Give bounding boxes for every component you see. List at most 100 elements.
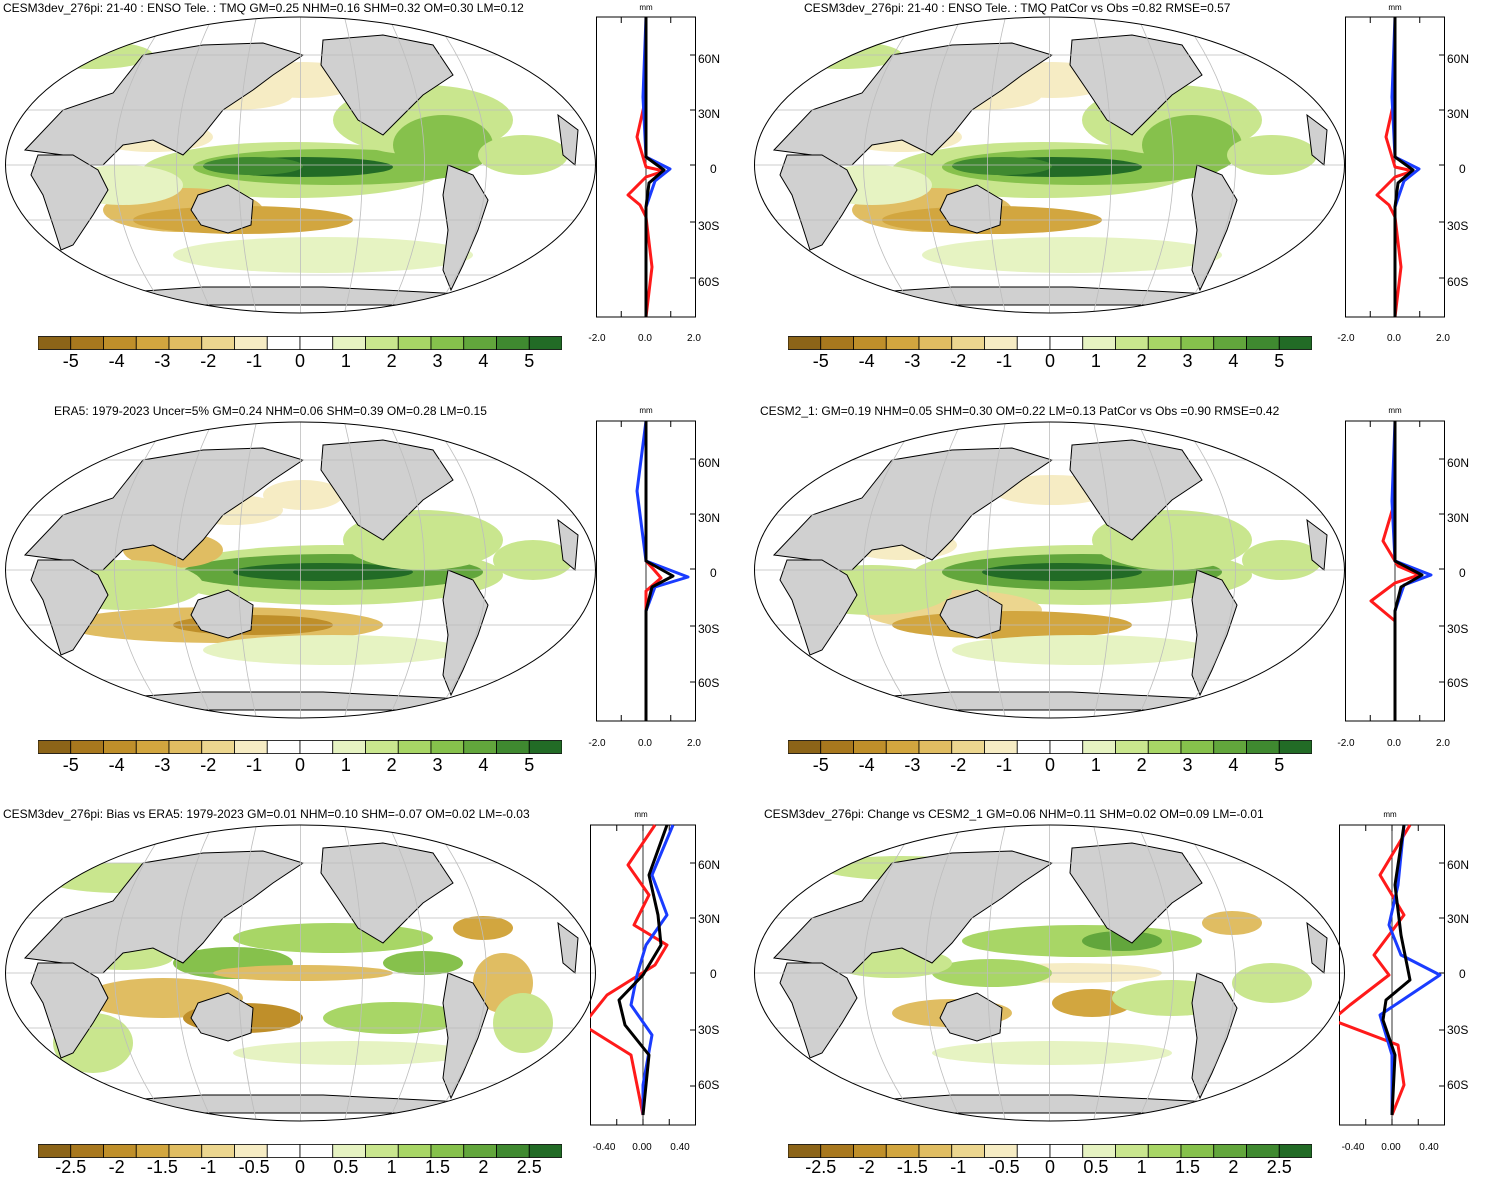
- profile-x-mid: 0.00: [1381, 1142, 1401, 1153]
- graticule-meridian: [238, 422, 257, 718]
- colorbar-tick-label: 1: [386, 1157, 397, 1177]
- colorbar-tick-label: -4: [108, 755, 125, 775]
- colorbar-swatch: [1049, 740, 1084, 754]
- profile-x-mid: 0.0: [638, 333, 652, 344]
- map-change: [754, 824, 1345, 1122]
- colorbar-swatch: [951, 1144, 985, 1158]
- profile-lat-30n: 30N: [698, 511, 721, 525]
- map-model: [5, 16, 596, 314]
- graticule-meridian: [863, 825, 918, 1121]
- land-mass: [1191, 569, 1238, 697]
- map-model-patcor: [754, 16, 1345, 314]
- colorbar-swatch: [1016, 740, 1051, 754]
- colorbar-swatch: [1115, 740, 1149, 754]
- colorbar-swatch: [397, 740, 432, 754]
- profile-line-black: [1393, 421, 1424, 721]
- colorbar-tick-label: -5: [62, 755, 79, 775]
- colorbar-labels-model: -5 -4 -3 -2 -1 0 1 2 3 4 5: [38, 351, 562, 375]
- graticule-meridian: [1093, 17, 1112, 313]
- zonal-profile-bias: [590, 824, 696, 1126]
- profile-lat-30n: 30N: [1447, 511, 1470, 525]
- colorbar-labels-model-patcor: -5 -4 -3 -2 -1 0 1 2 3 4 5: [788, 351, 1312, 375]
- profile-x-mid: 0.0: [1387, 738, 1401, 749]
- panel-title-bias: CESM3dev_276pi: Bias vs ERA5: 1979-2023 …: [3, 807, 530, 821]
- colorbar-tick-label: -1.5: [146, 1157, 178, 1177]
- colorbar-swatch: [885, 336, 920, 350]
- map-border: [5, 16, 596, 314]
- colorbar-swatch: [299, 740, 334, 754]
- colorbar-model: [38, 336, 562, 350]
- colorbar-swatch: [234, 740, 268, 754]
- field-anomaly-region: [383, 951, 463, 975]
- map-border: [5, 824, 596, 1122]
- colorbar-tick-label: 2: [386, 351, 397, 371]
- field-anomaly-region: [233, 923, 433, 953]
- zonal-profile-change: [1339, 824, 1445, 1126]
- profile-lat-0: 0: [1459, 967, 1466, 981]
- colorbar-tick-label: 5: [1274, 755, 1285, 775]
- colorbar-swatch: [496, 740, 530, 754]
- colorbar-tick-label: 2.5: [516, 1157, 542, 1177]
- map-border: [5, 421, 596, 719]
- profile-line-blue: [629, 824, 675, 1115]
- colorbar-model-patcor: [788, 336, 1312, 350]
- colorbar-tick-label: -1: [996, 755, 1013, 775]
- colorbar-tick-label: -2: [200, 351, 217, 371]
- profile-lat-60s: 60S: [698, 275, 720, 289]
- colorbar-swatch: [266, 336, 301, 350]
- graticule-meridian: [388, 422, 425, 718]
- colorbar-swatch: [299, 336, 334, 350]
- profile-lat-60n: 60N: [698, 858, 721, 872]
- colorbar-labels-change: -2.5 -2 -1.5 -1 -0.5 0 0.5 1 1.5 2 2.5: [788, 1157, 1312, 1181]
- map-border: [754, 16, 1345, 314]
- graticule-meridian: [925, 17, 962, 313]
- profile-lat-0: 0: [710, 162, 717, 176]
- colorbar-tick-label: -2.5: [55, 1157, 87, 1177]
- colorbar-swatch: [1213, 336, 1247, 350]
- colorbar-swatch: [201, 336, 235, 350]
- profile-lat-30s: 30S: [698, 1023, 720, 1037]
- colorbar-tick-label: -4: [858, 351, 875, 371]
- colorbar-swatch: [820, 1144, 854, 1158]
- graticule-meridian: [432, 825, 487, 1121]
- colorbar-tick-label: -1.5: [896, 1157, 928, 1177]
- colorbar-swatch: [1147, 1144, 1182, 1158]
- profile-unit-model-patcor: mm: [1388, 3, 1402, 12]
- profile-x-mid: 0.0: [1387, 333, 1401, 344]
- colorbar-swatch: [266, 740, 301, 754]
- land-mass: [939, 589, 1003, 639]
- colorbar-tick-label: 0: [294, 1157, 306, 1177]
- land-mass: [442, 972, 489, 1100]
- field-anomaly-region: [1052, 989, 1132, 1017]
- colorbar-tick-label: -3: [904, 351, 921, 371]
- colorbar-tick-label: -1: [996, 351, 1013, 371]
- profile-x-max: 2.0: [1436, 738, 1450, 749]
- field-anomaly-region: [233, 563, 413, 581]
- graticule-meridian: [1181, 17, 1236, 313]
- colorbar-tick-label: 0: [1044, 351, 1056, 371]
- colorbar-tick-label: 0: [1044, 755, 1056, 775]
- profile-x-min: -2.0: [588, 738, 606, 749]
- graticule-meridian: [1093, 825, 1112, 1121]
- graticule-meridian: [1137, 825, 1174, 1121]
- zonal-profile-cesm2: [1345, 420, 1445, 722]
- profile-lat-0: 0: [1459, 162, 1466, 176]
- colorbar-swatch: [332, 740, 366, 754]
- colorbar-swatch: [984, 740, 1018, 754]
- colorbar-swatch: [430, 336, 465, 350]
- colorbar-swatch: [1016, 336, 1051, 350]
- land-mass: [42, 1094, 564, 1114]
- colorbar-swatch: [496, 1144, 530, 1158]
- profile-x-min: -2.0: [588, 333, 606, 344]
- colorbar-tick-label: -4: [858, 755, 875, 775]
- colorbar-tick-label: 4: [478, 755, 489, 775]
- field-anomaly-region: [203, 635, 463, 665]
- colorbar-swatch: [528, 740, 562, 754]
- colorbar-swatch: [463, 740, 497, 754]
- colorbar-swatch: [70, 1144, 104, 1158]
- graticule-meridian: [987, 17, 1006, 313]
- colorbar-swatch: [951, 740, 985, 754]
- colorbar-swatch: [885, 740, 920, 754]
- colorbar-swatch: [103, 336, 137, 350]
- profile-x-mid: 0.0: [638, 738, 652, 749]
